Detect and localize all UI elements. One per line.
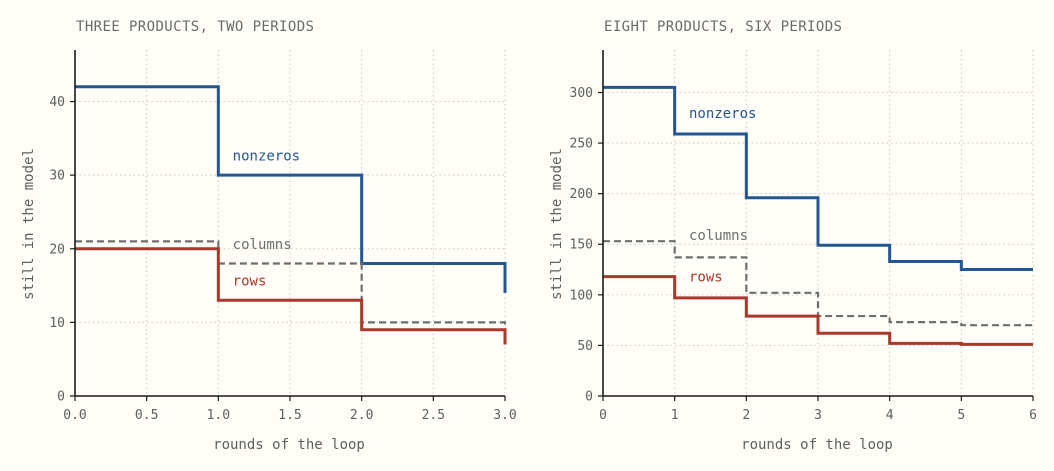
y-tick-label: 100	[570, 288, 593, 303]
x-tick-label: 2.0	[350, 408, 373, 423]
x-axis-label: rounds of the loop	[213, 437, 365, 453]
y-tick-label: 30	[49, 169, 65, 184]
series-label-columns: columns	[689, 228, 748, 244]
x-tick-label: 3.0	[493, 408, 516, 423]
series-line-columns	[75, 240, 507, 338]
chart-title: EIGHT PRODUCTS, SIX PERIODS	[604, 19, 842, 35]
y-tick-label: 200	[570, 187, 593, 202]
y-tick-label: 0	[57, 390, 65, 405]
series-line-columns	[603, 240, 1033, 327]
series-label-nonzeros: nonzeros	[689, 106, 756, 122]
chart-panel-1: nonzeros columns rows 0 10 20 30 40 0.0 0.5 1.0 1.5…	[21, 19, 517, 453]
chart-panel-2: nonzeros columns rows 0 50 100 150 200 250 300 0 1 2…	[549, 19, 1037, 453]
x-tick-label: 6	[1029, 408, 1037, 423]
x-tick-label: 0.0	[63, 408, 86, 423]
y-tick-label: 0	[585, 390, 593, 405]
x-tick-label: 1.5	[278, 408, 301, 423]
y-tick-label: 300	[570, 86, 593, 101]
y-tick-label: 20	[49, 242, 65, 257]
series-label-columns: columns	[233, 237, 292, 253]
x-tick-label: 0	[599, 408, 607, 423]
series-line-rows	[75, 247, 507, 345]
y-axis-label: still in the model	[21, 148, 37, 300]
x-tick-label: 1	[671, 408, 679, 423]
x-tick-label: 2	[742, 408, 750, 423]
x-tick-label: 3	[814, 408, 822, 423]
series-line-nonzeros	[75, 85, 507, 293]
x-tick-label: 5	[957, 408, 965, 423]
x-tick-label: 2.5	[422, 408, 445, 423]
series-label-rows: rows	[233, 274, 267, 290]
y-tick-label: 250	[570, 137, 593, 152]
x-tick-label: 0.5	[135, 408, 158, 423]
y-tick-label: 150	[570, 238, 593, 253]
series-label-nonzeros: nonzeros	[233, 148, 300, 164]
series-line-nonzeros	[603, 85, 1033, 272]
y-tick-label: 40	[49, 95, 65, 110]
y-tick-label: 10	[49, 316, 65, 331]
x-tick-label: 1.0	[207, 408, 230, 423]
chart-title: THREE PRODUCTS, TWO PERIODS	[76, 19, 314, 35]
y-axis-label: still in the model	[549, 148, 565, 300]
series-label-rows: rows	[689, 270, 723, 286]
series-line-rows	[603, 275, 1033, 346]
x-tick-label: 4	[886, 408, 894, 423]
y-tick-label: 50	[577, 339, 593, 354]
x-axis-label: rounds of the loop	[741, 437, 893, 453]
